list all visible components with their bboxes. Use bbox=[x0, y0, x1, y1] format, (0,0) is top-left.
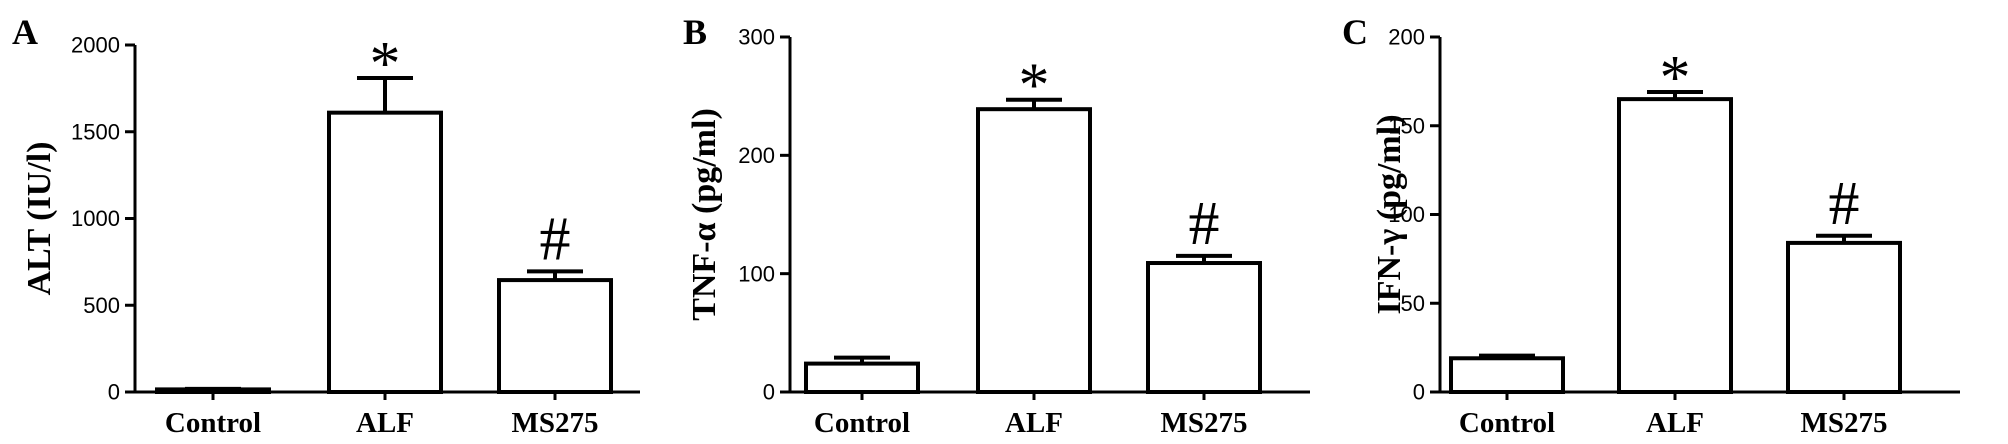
chart-panel-a: A ALT (IU/l) 0 500 1000 1500 2000 Control ALF * MS… bbox=[12, 12, 640, 439]
y-tick-label: 2000 bbox=[71, 33, 120, 58]
y-tick-label: 200 bbox=[1388, 25, 1425, 50]
bar-ms275 bbox=[1786, 240, 1902, 394]
y-tick-label: 1500 bbox=[71, 119, 120, 144]
x-tick-label: ALF bbox=[1005, 407, 1063, 439]
x-tick-label: Control bbox=[165, 407, 261, 439]
y-tick-label: 0 bbox=[108, 380, 120, 405]
x-tick-label: Control bbox=[814, 407, 910, 439]
x-tick-label: ALF bbox=[356, 407, 414, 439]
chart-panel-b: B TNF-α (pg/ml) 0 100 200 300 Control ALF * MS275… bbox=[683, 12, 1310, 439]
y-tick-label: 500 bbox=[83, 293, 120, 318]
bar-control bbox=[155, 387, 271, 394]
panel-letter: A bbox=[12, 12, 38, 52]
bar-ms275 bbox=[1146, 261, 1262, 394]
y-axis-label: ALT (IU/l) bbox=[21, 142, 58, 296]
y-tick-label: 150 bbox=[1388, 113, 1425, 138]
panel-letter: C bbox=[1342, 12, 1368, 52]
panel-letter: B bbox=[683, 12, 707, 52]
x-tick-label: MS275 bbox=[1161, 407, 1248, 439]
y-axis-label: TNF-α (pg/ml) bbox=[686, 108, 723, 321]
bar-alf bbox=[1617, 97, 1733, 394]
significance-hash: # bbox=[540, 205, 571, 273]
significance-hash: # bbox=[1829, 170, 1860, 238]
y-axis-label: IFN-γ (pg/ml) bbox=[1371, 114, 1408, 314]
y-tick-label: 300 bbox=[738, 25, 775, 50]
bar-control bbox=[804, 361, 920, 395]
y-tick-label: 1000 bbox=[71, 206, 120, 231]
bar-alf bbox=[976, 107, 1092, 395]
x-tick-label: MS275 bbox=[512, 407, 599, 439]
y-tick-label: 0 bbox=[1413, 380, 1425, 405]
y-tick-label: 0 bbox=[763, 380, 775, 405]
bar-alf bbox=[327, 110, 443, 394]
y-tick-label: 100 bbox=[738, 261, 775, 286]
significance-asterisk: * bbox=[1019, 52, 1050, 120]
y-tick-label: 200 bbox=[738, 143, 775, 168]
chart-panel-c: C IFN-γ (pg/ml) 0 50 100 150 200 Control ALF * MS2… bbox=[1342, 12, 1960, 439]
x-tick-label: ALF bbox=[1646, 407, 1704, 439]
x-tick-label: MS275 bbox=[1801, 407, 1888, 439]
y-tick-label: 100 bbox=[1388, 202, 1425, 227]
x-tick-label: Control bbox=[1459, 407, 1555, 439]
significance-asterisk: * bbox=[370, 30, 401, 98]
significance-hash: # bbox=[1189, 190, 1220, 258]
significance-asterisk: * bbox=[1660, 44, 1691, 112]
y-tick-label: 50 bbox=[1401, 291, 1425, 316]
bar-ms275 bbox=[497, 278, 613, 394]
bar-control bbox=[1449, 356, 1565, 394]
